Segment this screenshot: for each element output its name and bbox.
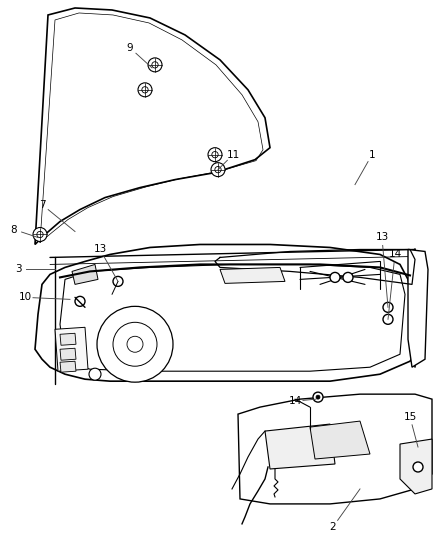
Circle shape	[37, 231, 43, 238]
Polygon shape	[310, 421, 370, 459]
Polygon shape	[60, 348, 76, 360]
Text: 13: 13	[375, 232, 389, 243]
Text: 13: 13	[93, 245, 106, 254]
Polygon shape	[35, 245, 420, 381]
Circle shape	[215, 166, 221, 173]
Polygon shape	[55, 327, 88, 371]
Text: 10: 10	[18, 293, 32, 302]
Circle shape	[138, 83, 152, 97]
Circle shape	[127, 336, 143, 352]
Text: 1: 1	[369, 150, 375, 160]
Circle shape	[208, 148, 222, 161]
Text: 2: 2	[330, 522, 336, 532]
Polygon shape	[220, 268, 285, 284]
Polygon shape	[60, 333, 76, 345]
Text: 9: 9	[127, 43, 133, 53]
Polygon shape	[60, 264, 405, 371]
Polygon shape	[408, 249, 428, 367]
Circle shape	[330, 272, 340, 282]
Polygon shape	[238, 394, 432, 504]
Circle shape	[113, 322, 157, 366]
Polygon shape	[400, 439, 432, 494]
Polygon shape	[60, 361, 76, 372]
Polygon shape	[72, 264, 98, 285]
Circle shape	[313, 392, 323, 402]
Circle shape	[75, 296, 85, 306]
Circle shape	[97, 306, 173, 382]
Polygon shape	[35, 8, 270, 245]
Circle shape	[413, 462, 423, 472]
Circle shape	[383, 302, 393, 312]
Circle shape	[89, 368, 101, 380]
Polygon shape	[265, 424, 335, 469]
Circle shape	[33, 228, 47, 241]
Text: 3: 3	[15, 264, 21, 274]
Circle shape	[113, 277, 123, 286]
Circle shape	[142, 87, 148, 93]
Circle shape	[316, 395, 320, 399]
Text: 8: 8	[11, 224, 18, 235]
Text: 14: 14	[389, 249, 402, 260]
Text: 7: 7	[39, 199, 45, 209]
Circle shape	[383, 314, 393, 324]
Circle shape	[211, 163, 225, 176]
Circle shape	[212, 151, 218, 158]
Circle shape	[148, 58, 162, 72]
Circle shape	[152, 62, 158, 68]
Text: 15: 15	[403, 412, 417, 422]
Text: 11: 11	[226, 150, 240, 160]
Text: 14: 14	[288, 396, 302, 406]
Circle shape	[343, 272, 353, 282]
